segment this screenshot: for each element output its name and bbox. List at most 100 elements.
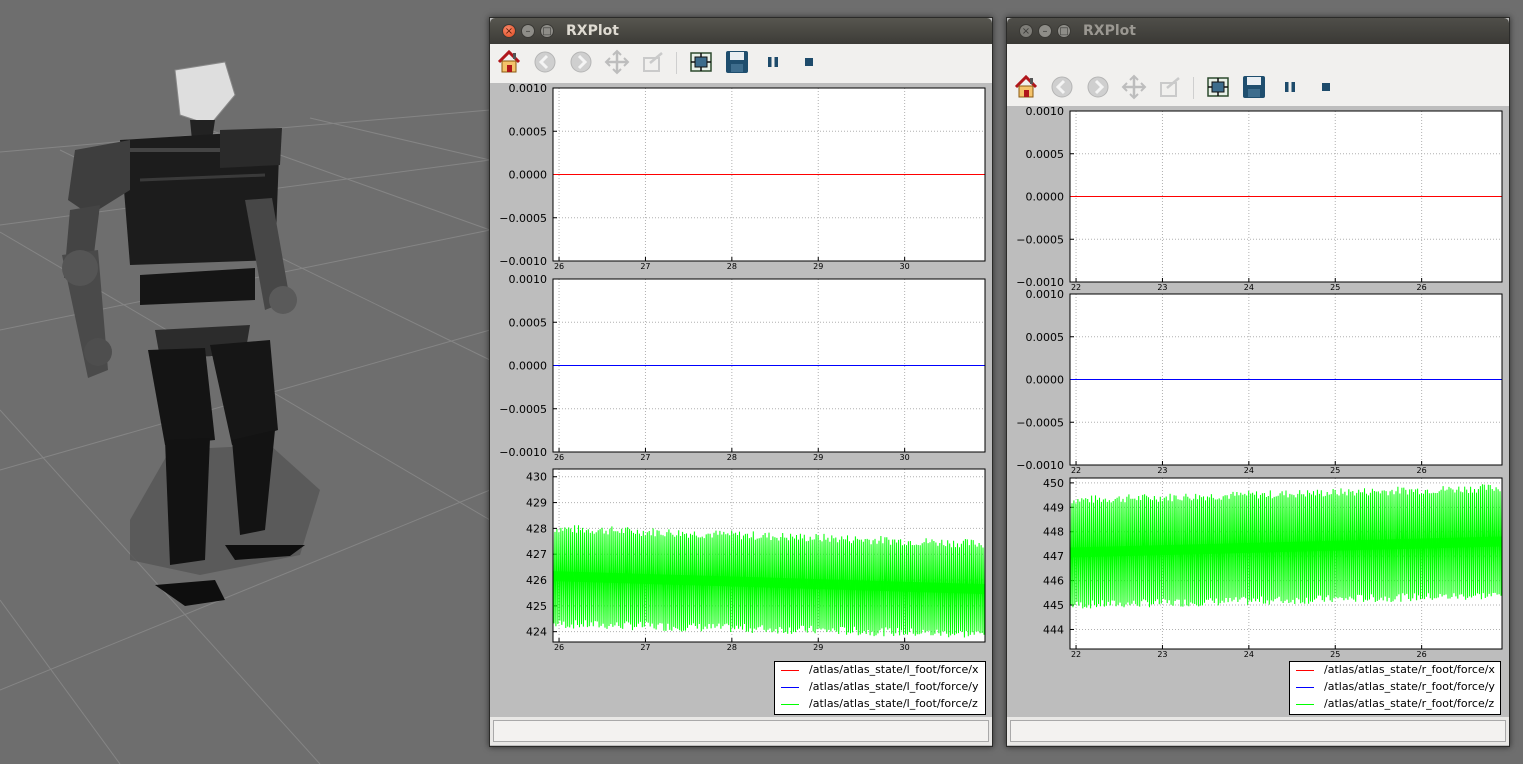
- status-field: [1010, 720, 1506, 742]
- axes-frame: [552, 87, 986, 262]
- plot-axes-force-z[interactable]: 26 27 28 29 30 430 429 428 427 426 425 424: [490, 468, 992, 652]
- y-tick-label: −0.0005: [499, 403, 547, 416]
- y-tick-label: 0.0010: [509, 82, 548, 95]
- pan-icon[interactable]: [1121, 74, 1147, 100]
- y-tick-label: 425: [526, 600, 547, 613]
- y-tick-label: 427: [526, 548, 547, 561]
- x-tick-label: 24: [1244, 283, 1254, 292]
- legend-swatch: [1296, 670, 1314, 671]
- plot-toolbar: [1007, 44, 1509, 106]
- stop-icon[interactable]: [1313, 74, 1339, 100]
- legend-entry-y: /atlas/atlas_state/l_foot/force/y: [775, 679, 985, 696]
- y-tick-label: 0.0010: [1026, 288, 1065, 301]
- close-window-icon[interactable]: ×: [1019, 24, 1033, 38]
- y-tick-label: 0.0000: [1026, 191, 1065, 204]
- status-bar: [490, 717, 992, 745]
- plot-toolbar: [490, 44, 992, 83]
- pan-icon[interactable]: [604, 49, 630, 75]
- x-tick-label: 29: [813, 453, 823, 462]
- y-tick-label: 446: [1043, 575, 1064, 588]
- legend-entry-x: /atlas/atlas_state/r_foot/force/x: [1290, 662, 1500, 679]
- robot-model[interactable]: [62, 61, 320, 606]
- axes-frame: [1069, 477, 1503, 650]
- rxplot-window-right-foot[interactable]: × – □ RXPlot: [1006, 17, 1510, 747]
- forward-arrow-icon[interactable]: [1085, 74, 1111, 100]
- y-tick-label: 0.0010: [509, 273, 548, 286]
- forward-arrow-icon[interactable]: [568, 49, 594, 75]
- y-tick-label: 0.0010: [1026, 105, 1065, 118]
- legend-entry-z: /atlas/atlas_state/r_foot/force/z: [1290, 696, 1500, 713]
- zoom-icon[interactable]: [640, 49, 666, 75]
- y-tick-label: 0.0000: [1026, 374, 1065, 387]
- close-window-icon[interactable]: ×: [502, 24, 516, 38]
- x-tick-label: 28: [727, 262, 737, 271]
- axes-frame: [552, 468, 986, 643]
- window-title: RXPlot: [1083, 23, 1136, 39]
- y-tick-label: −0.0010: [1016, 276, 1064, 289]
- x-tick-label: 22: [1071, 650, 1081, 659]
- y-tick-label: −0.0010: [1016, 459, 1064, 472]
- series-dense-band: [553, 571, 985, 595]
- x-tick-label: 23: [1157, 283, 1167, 292]
- toolbar-separator: [1193, 77, 1194, 99]
- y-tick-label: 0.0005: [1026, 331, 1065, 344]
- plot-axes-force-z[interactable]: 22 23 24 25 26 450 449 448 447 446 445 444: [1007, 477, 1509, 659]
- x-tick-label: 28: [727, 643, 737, 652]
- save-disk-icon[interactable]: [1241, 74, 1267, 100]
- plot-axes-force-x[interactable]: 22 23 24 25 26 0.0010 0.0005 0.0000 −0.0005 −0.00…: [1007, 105, 1509, 292]
- home-icon[interactable]: [1013, 74, 1039, 100]
- plot-legend: /atlas/atlas_state/l_foot/force/x /atlas…: [774, 661, 986, 715]
- pause-icon[interactable]: [1277, 74, 1303, 100]
- x-tick-label: 30: [900, 453, 910, 462]
- back-arrow-icon[interactable]: [1049, 74, 1075, 100]
- x-tick-label: 23: [1157, 466, 1167, 475]
- save-disk-icon[interactable]: [724, 49, 750, 75]
- y-tick-label: 426: [526, 574, 547, 587]
- y-tick-label: 0.0005: [509, 316, 548, 329]
- subplots-config-icon[interactable]: [1205, 74, 1231, 100]
- stop-icon[interactable]: [796, 49, 822, 75]
- minimize-window-icon[interactable]: –: [521, 24, 535, 38]
- legend-swatch: [781, 670, 799, 671]
- legend-entry-z: /atlas/atlas_state/l_foot/force/z: [775, 696, 985, 713]
- y-tick-label: 429: [526, 497, 547, 510]
- subplots-config-icon[interactable]: [688, 49, 714, 75]
- y-tick-label: 449: [1043, 501, 1064, 514]
- window-titlebar[interactable]: × – □ RXPlot: [1007, 18, 1509, 44]
- x-tick-label: 29: [813, 262, 823, 271]
- axes-frame: [552, 278, 986, 453]
- y-tick-label: 0.0000: [509, 360, 548, 373]
- x-tick-label: 26: [1417, 466, 1427, 475]
- y-tick-label: 0.0000: [509, 169, 548, 182]
- x-tick-label: 25: [1330, 650, 1340, 659]
- window-titlebar[interactable]: × – □ RXPlot: [490, 18, 992, 44]
- y-tick-label: −0.0010: [499, 255, 547, 268]
- y-tick-label: 444: [1043, 623, 1064, 636]
- y-tick-label: −0.0005: [1016, 416, 1064, 429]
- maximize-window-icon[interactable]: □: [1057, 24, 1071, 38]
- rxplot-window-left-foot[interactable]: × – □ RXPlot: [489, 17, 993, 747]
- minimize-window-icon[interactable]: –: [1038, 24, 1052, 38]
- plot-axes-force-x[interactable]: 26 27 28 29 30 0.0010 0.0005 0.0000 −0.0005 −0.00…: [490, 82, 992, 271]
- x-tick-label: 28: [727, 453, 737, 462]
- zoom-icon[interactable]: [1157, 74, 1183, 100]
- series-dense-band: [1070, 536, 1502, 558]
- window-title: RXPlot: [566, 23, 619, 39]
- legend-swatch: [781, 704, 799, 705]
- legend-entry-x: /atlas/atlas_state/l_foot/force/x: [775, 662, 985, 679]
- maximize-window-icon[interactable]: □: [540, 24, 554, 38]
- y-tick-label: 428: [526, 522, 547, 535]
- y-tick-label: 430: [526, 471, 547, 484]
- plot-axes-force-y[interactable]: 26 27 28 29 30 0.0010 0.0005 0.0000 −0.0005 −0.00…: [490, 273, 992, 462]
- x-tick-label: 22: [1071, 466, 1081, 475]
- pause-icon[interactable]: [760, 49, 786, 75]
- back-arrow-icon[interactable]: [532, 49, 558, 75]
- y-tick-label: 450: [1043, 477, 1064, 490]
- plot-axes-force-y[interactable]: 22 23 24 25 26 0.0010 0.0005 0.0000 −0.0005 −0.00…: [1007, 288, 1509, 475]
- legend-entry-y: /atlas/atlas_state/r_foot/force/y: [1290, 679, 1500, 696]
- y-tick-label: −0.0010: [499, 446, 547, 459]
- x-tick-label: 24: [1244, 650, 1254, 659]
- home-icon[interactable]: [496, 49, 522, 75]
- legend-swatch: [1296, 687, 1314, 688]
- axes-frame: [1069, 110, 1503, 283]
